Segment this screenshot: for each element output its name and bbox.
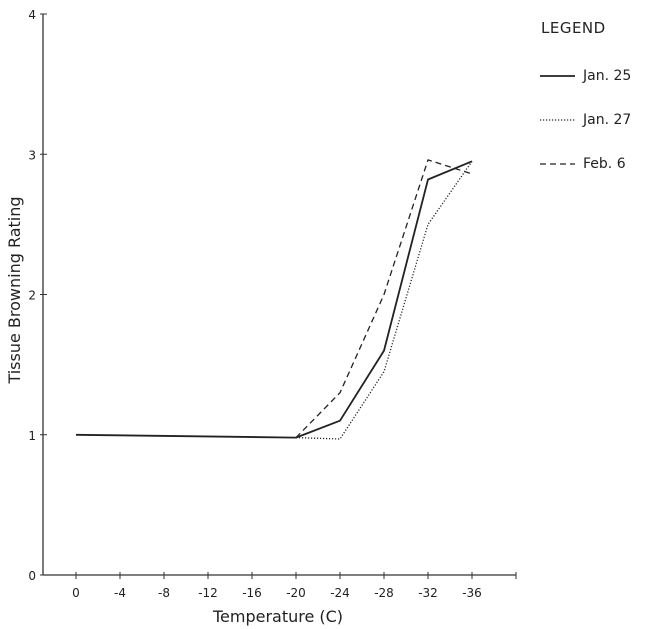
series-line-jan-27: [295, 160, 473, 440]
x-tick-label: -36: [462, 586, 482, 600]
series-line-jan-25: [75, 160, 473, 439]
legend-items: Jan. 25 Jan. 27 Feb. 6: [540, 68, 631, 172]
legend-label: Jan. 25: [582, 68, 631, 84]
y-axis-title: Tissue Browning Rating: [5, 196, 24, 384]
series-line-feb-6: [295, 159, 473, 439]
legend: LEGEND Jan. 25 Jan. 27 Feb. 6: [540, 19, 631, 172]
axes: 0 -4 -8 -12 -16 -20 -24 -28 -32 -36 0 1 2 3 4: [28, 8, 517, 600]
legend-label: Jan. 27: [582, 112, 631, 128]
x-tick-label: -24: [330, 586, 350, 600]
x-tick-label: 0: [72, 586, 80, 600]
x-tick-label: -28: [374, 586, 394, 600]
y-tick-label: 3: [28, 148, 36, 162]
x-tick-label: -4: [114, 586, 126, 600]
x-tick-label: -32: [418, 586, 438, 600]
x-tick-label: -20: [286, 586, 306, 600]
y-tick-label: 0: [28, 569, 36, 583]
legend-title: LEGEND: [541, 19, 606, 37]
y-tick-label: 2: [28, 289, 36, 303]
legend-label: Feb. 6: [583, 156, 626, 172]
y-tick-label: 4: [28, 8, 36, 22]
y-tick-label: 1: [28, 429, 36, 443]
x-axis-title: Temperature (C): [212, 607, 343, 626]
x-tick-label: -8: [158, 586, 170, 600]
x-tick-label: -12: [198, 586, 218, 600]
series-lines: [75, 159, 473, 440]
x-tick-label: -16: [242, 586, 262, 600]
